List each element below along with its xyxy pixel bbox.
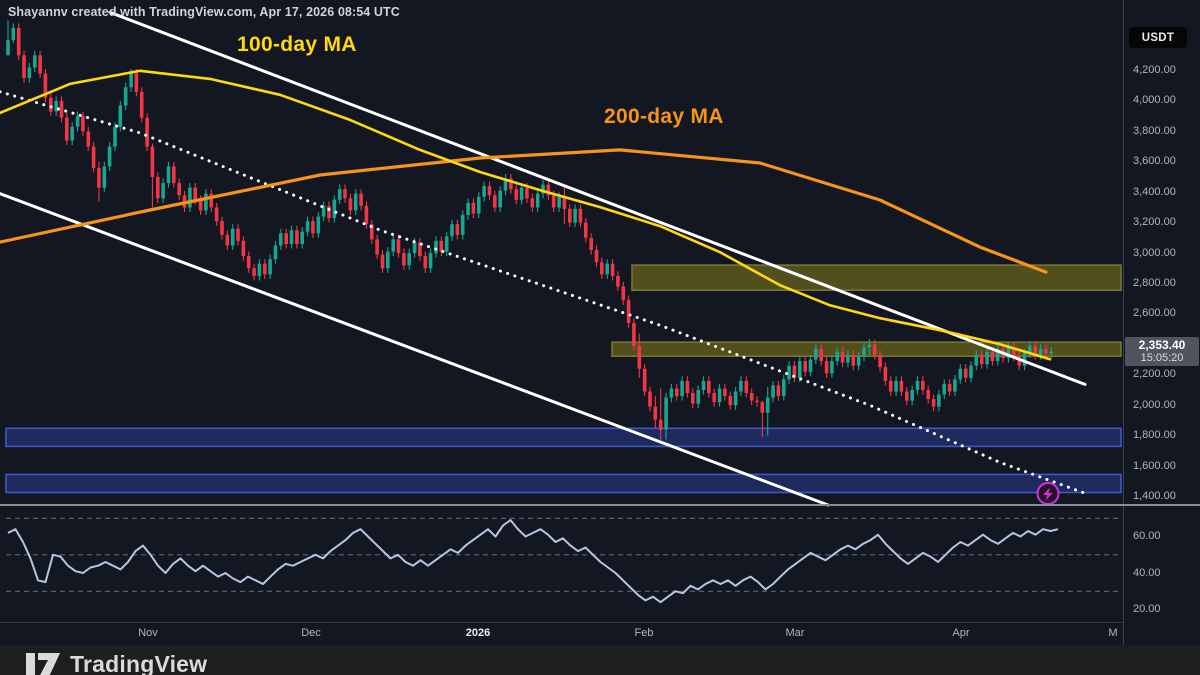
rsi-tick: 40.00 bbox=[1133, 566, 1161, 579]
price-tick: 2,800.00 bbox=[1133, 277, 1176, 289]
time-axis-label: Dec bbox=[301, 627, 321, 639]
time-axis[interactable]: Nov Dec 2026 Feb Mar Apr M bbox=[0, 622, 1123, 646]
price-tick: 1,800.00 bbox=[1133, 429, 1176, 442]
price-tick: 3,200.00 bbox=[1133, 216, 1176, 229]
bottom-bar: TradingView bbox=[0, 645, 1200, 675]
ma200-label: 200-day MA bbox=[604, 105, 724, 128]
ma200-line[interactable] bbox=[0, 148, 1048, 274]
price-tick: 3,000.00 bbox=[1133, 246, 1176, 259]
price-tick: 2,600.00 bbox=[1133, 307, 1176, 320]
time-axis-label: Nov bbox=[138, 627, 158, 639]
support-zone-upper[interactable] bbox=[5, 427, 1122, 448]
channel-line-lower[interactable] bbox=[0, 192, 830, 507]
current-price-label: 2,353.40 15:05:20 bbox=[1125, 337, 1199, 367]
time-axis-label: Apr bbox=[952, 627, 970, 639]
chart-attribution: Shayannv created with TradingView.com, A… bbox=[8, 5, 400, 19]
rsi-line[interactable] bbox=[7, 519, 1059, 604]
rsi-tick: 60.00 bbox=[1133, 530, 1161, 542]
price-tick: 3,600.00 bbox=[1133, 155, 1176, 168]
ma100-label: 100-day MA bbox=[237, 33, 357, 56]
time-axis-label: M bbox=[1108, 627, 1118, 639]
price-tick: 3,800.00 bbox=[1133, 124, 1176, 137]
ma100-line[interactable] bbox=[0, 69, 1052, 361]
event-icon[interactable] bbox=[1036, 482, 1060, 505]
price-tick: 4,000.00 bbox=[1133, 94, 1176, 107]
price-tick: 4,200.00 bbox=[1133, 64, 1176, 76]
support-zone-lower[interactable] bbox=[5, 473, 1122, 494]
pane-separator[interactable] bbox=[0, 504, 1200, 506]
price-axis[interactable]: USDT 4,200.00 4,000.00 3,800.00 3,600.00 3,4… bbox=[1123, 0, 1200, 645]
time-axis-label: Feb bbox=[634, 627, 654, 639]
unit-toggle-button[interactable]: USDT bbox=[1129, 27, 1187, 48]
price-tick: 1,600.00 bbox=[1133, 459, 1176, 472]
chart-canvas[interactable] bbox=[0, 0, 1123, 622]
time-axis-label: Mar bbox=[785, 627, 805, 639]
price-tick: 2,200.00 bbox=[1133, 368, 1176, 381]
tradingview-logo-text: TradingView bbox=[70, 651, 208, 675]
price-tick: 2,000.00 bbox=[1133, 398, 1176, 411]
channel-line-upper[interactable] bbox=[108, 10, 1087, 386]
price-tick: 3,400.00 bbox=[1133, 185, 1176, 198]
candlesticks bbox=[6, 20, 1054, 440]
tradingview-logo-icon bbox=[26, 653, 60, 675]
drawn-zones bbox=[5, 264, 1122, 494]
current-price-value: 2,353.40 bbox=[1138, 338, 1186, 353]
tradingview-logo[interactable]: TradingView bbox=[26, 651, 207, 675]
bar-countdown: 15:05:20 bbox=[1140, 352, 1184, 365]
price-tick: 1,400.00 bbox=[1133, 490, 1176, 502]
rsi-tick: 20.00 bbox=[1133, 603, 1161, 615]
time-axis-label: 2026 bbox=[465, 627, 491, 639]
resistance-zone-upper[interactable] bbox=[631, 264, 1122, 292]
dotted-trendline[interactable] bbox=[0, 90, 1085, 494]
rsi-pane bbox=[6, 517, 1121, 604]
